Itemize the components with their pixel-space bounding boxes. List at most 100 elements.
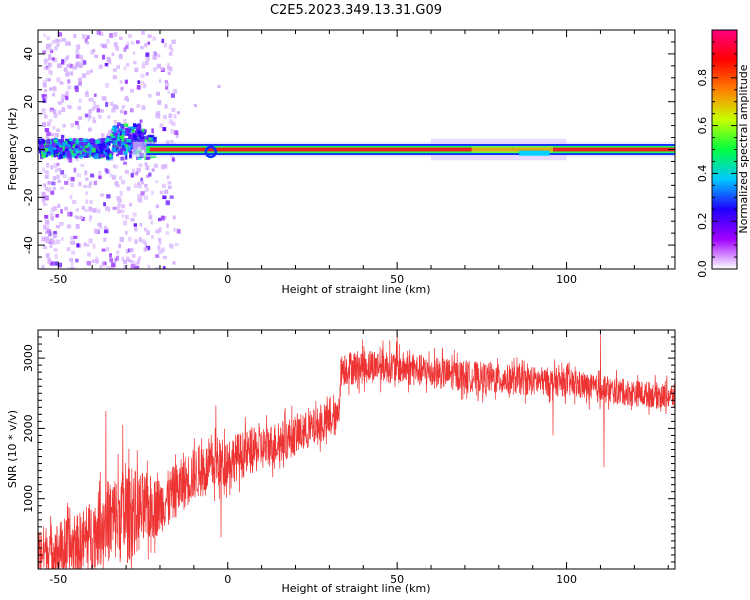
spectrogram-noise-cell	[88, 206, 93, 212]
spectrogram-band-cell	[39, 142, 45, 148]
spectrogram-noise-cell	[75, 208, 79, 212]
spectrogram-noise-cell	[140, 81, 144, 85]
spectrogram-noise-cell	[75, 49, 80, 54]
spectrogram-noise-cell	[151, 190, 154, 196]
spectrogram-band-cell	[136, 125, 142, 131]
spectrogram-noise-cell	[157, 217, 162, 222]
spectrogram-noise-cell	[48, 119, 53, 123]
spectrogram-noise-cell	[43, 202, 48, 206]
spectrogram-band-cell	[124, 143, 128, 147]
spectrogram-noise-cell	[70, 123, 74, 128]
spectrogram-noise-cell	[48, 232, 52, 237]
spectrogram-band-cell	[119, 145, 122, 148]
spectrogram-noise-cell	[125, 214, 129, 220]
spectrogram-noise-cell	[100, 133, 105, 138]
spectrogram-noise-cell	[125, 44, 129, 49]
spectrogram-band-cell	[87, 141, 91, 147]
spectrogram-noise-cell	[126, 41, 130, 46]
spectrogram-noise-cell	[160, 164, 165, 170]
spectrogram-noise-cell	[176, 228, 181, 234]
spectrogram-band-cell	[66, 150, 71, 156]
spectrogram-noise-cell	[109, 253, 113, 258]
spectrogram-noise-cell	[111, 175, 117, 180]
spectrogram-band-cell	[137, 128, 140, 134]
spectrogram-noise-cell	[56, 128, 61, 132]
spectrogram-noise-cell	[89, 199, 93, 205]
spectrogram-noise-cell	[169, 243, 174, 247]
spectrogram-band-cell	[84, 139, 89, 143]
spectrogram-band-cell	[119, 148, 123, 154]
spectrogram-noise-cell	[141, 239, 146, 244]
spectrogram-band-cell	[48, 143, 52, 146]
spectrogram-noise-cell	[173, 227, 177, 232]
spectrogram-noise-cell	[94, 54, 99, 59]
spectrogram-band-cell	[134, 134, 140, 137]
spectrogram-band-cell	[70, 153, 76, 158]
spectrogram-noise-cell	[68, 158, 73, 163]
spectrogram-noise-cell	[136, 104, 141, 108]
spectrogram-noise-cell	[111, 52, 115, 57]
spectrogram-noise-cell	[41, 237, 46, 242]
spectrogram-noise-cell	[127, 33, 132, 38]
spectrogram-band-cell	[61, 147, 65, 152]
spectrogram-noise-cell	[119, 53, 123, 57]
spectrogram-noise-cell	[48, 47, 53, 52]
spectrogram-band-cell	[135, 124, 138, 127]
spectrogram-noise-cell	[75, 63, 79, 67]
spectrogram-noise-cell	[44, 89, 48, 93]
spectrogram-noise-cell	[51, 40, 57, 44]
spectrogram-band-cell	[72, 140, 78, 144]
spectrogram-y-tick-label: -40	[22, 236, 35, 254]
spectrogram-noise-cell	[61, 134, 65, 139]
spectrogram-noise-cell	[57, 167, 61, 172]
spectrogram-noise-cell	[142, 61, 145, 66]
spectrogram-noise-cell	[115, 184, 120, 188]
spectrogram-noise-cell	[169, 195, 174, 199]
spectrogram-band-cell	[128, 136, 133, 141]
spectrogram-noise-cell	[71, 200, 77, 205]
spectrogram-band-cell	[78, 141, 83, 145]
spectrogram-noise-cell	[45, 240, 50, 244]
spectrogram-noise-cell	[42, 98, 47, 103]
spectrogram-noise-cell	[84, 92, 89, 98]
spectrogram-noise-cell	[67, 104, 71, 109]
spectrogram-noise-cell	[89, 181, 93, 186]
spectrogram-band-cell	[100, 149, 104, 155]
spectrogram-noise-cell	[115, 255, 120, 261]
spectrogram-noise-cell	[51, 92, 56, 97]
spectrogram-noise-cell	[147, 93, 152, 98]
spectrogram-noise-cell	[41, 111, 46, 115]
spectrogram-noise-cell	[105, 168, 109, 174]
spectrogram-noise-cell	[161, 38, 165, 43]
spectrogram-noise-cell	[145, 245, 151, 251]
spectrogram-noise-cell	[174, 130, 179, 135]
spectrogram-noise-cell	[112, 75, 118, 80]
spectrogram-noise-cell	[130, 172, 134, 178]
spectrogram-band-cell	[47, 149, 50, 154]
spectrogram-noise-cell	[120, 180, 126, 185]
spectrogram-noise-cell	[86, 261, 91, 266]
spectrogram-noise-cell	[70, 266, 75, 269]
spectrogram-band-cell	[122, 145, 125, 149]
spectrogram-noise-cell	[48, 69, 52, 75]
spectrogram-noise-cell	[88, 109, 92, 114]
spectrogram-noise-cell	[81, 73, 87, 78]
spectrogram-noise-cell	[103, 229, 109, 234]
spectrogram-noise-cell	[55, 225, 60, 229]
spectrogram-noise-cell	[152, 51, 156, 56]
spectrogram-band-cell	[93, 145, 96, 149]
spectrogram-x-ticks: -50 0 50 100	[49, 30, 669, 286]
spectrogram-noise-cell	[62, 124, 66, 128]
spectrogram-noise-cell	[60, 170, 65, 175]
spectrogram-band-cell	[131, 129, 136, 133]
spectrogram-noise-cell	[152, 36, 157, 41]
spectrogram-noise-cell	[120, 209, 125, 213]
spectrogram-noise-cell	[57, 110, 62, 115]
spectrogram-band-cell	[38, 140, 42, 145]
spectrogram-noise-cell	[92, 243, 96, 249]
spectrogram-noise-cell	[84, 208, 89, 212]
spectrogram-y-tick-label: 0	[22, 146, 35, 153]
spectrogram-band-cell	[120, 126, 125, 130]
spectrogram-noise-cell	[85, 191, 89, 195]
spectrogram-band-cell	[50, 150, 54, 155]
